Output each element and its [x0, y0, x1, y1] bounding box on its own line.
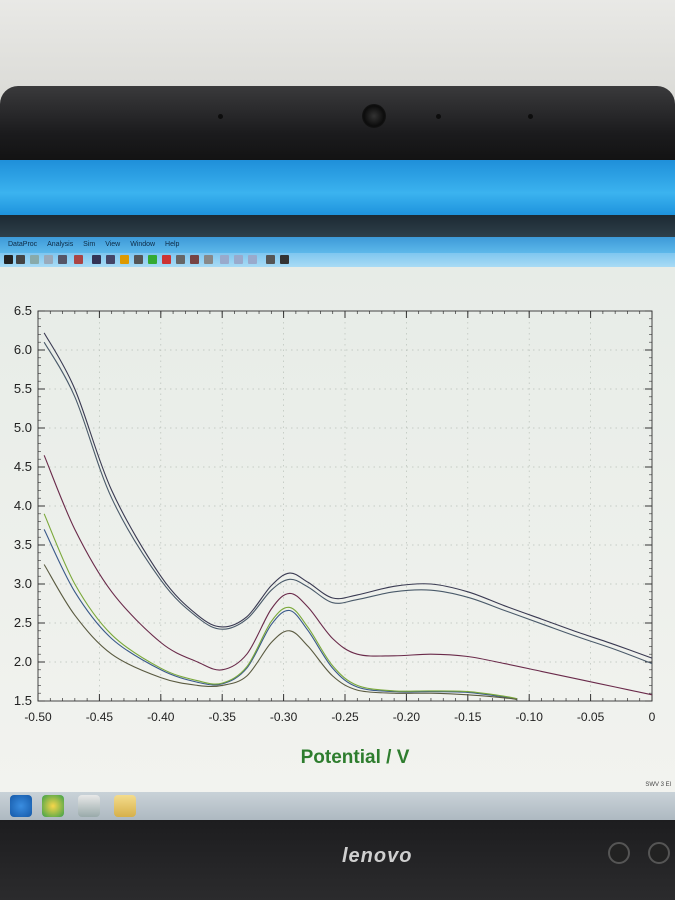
integrate-icon[interactable]	[234, 255, 243, 264]
menu-item-analysis[interactable]: Analysis	[47, 241, 74, 248]
series-line-1	[43, 332, 653, 659]
media-icon[interactable]	[42, 795, 64, 817]
taskbar	[0, 792, 675, 820]
menubar: DataProc Analysis Sim View Window Help	[0, 237, 675, 253]
y-tick-label: 1.5	[14, 693, 32, 708]
peak-icon[interactable]	[120, 255, 129, 264]
window-caption-strip	[0, 215, 675, 237]
run-icon[interactable]	[16, 255, 25, 264]
menu-item-dataproc[interactable]: DataProc	[8, 241, 38, 248]
print-icon[interactable]	[58, 255, 67, 264]
x-tick-label: -0.25	[331, 710, 359, 724]
save-icon[interactable]	[44, 255, 53, 264]
y-tick-label: 5.5	[14, 381, 32, 396]
x-tick-label: -0.30	[270, 710, 298, 724]
x-tick-label: -0.05	[577, 710, 605, 724]
menu-item-window[interactable]: Window	[130, 241, 156, 248]
bezel-sensor	[218, 114, 223, 119]
y-tick-label: 3.0	[14, 576, 32, 591]
axis-icon[interactable]	[176, 255, 185, 264]
zoom-icon[interactable]	[106, 255, 115, 264]
derivative-icon[interactable]	[220, 255, 229, 264]
open-icon[interactable]	[30, 255, 39, 264]
monitor-top-bezel	[0, 86, 675, 166]
y-tick-label: 4.0	[14, 498, 32, 513]
folder-icon[interactable]	[114, 795, 136, 817]
x-tick-label: -0.15	[454, 710, 482, 724]
series-line-2	[43, 341, 653, 665]
stop-icon[interactable]	[4, 255, 13, 264]
monitor-brand-logo: lenovo	[342, 845, 413, 867]
monitor-bottom-bezel	[0, 820, 675, 900]
baseline-icon[interactable]	[204, 255, 213, 264]
grid	[37, 310, 653, 702]
window-icon[interactable]	[266, 255, 275, 264]
monitor-menu-button[interactable]	[608, 842, 630, 864]
overlay-icon[interactable]	[148, 255, 157, 264]
plot-area: -0.50 -0.45 -0.40 -0.35 -0.30 -0.25 -0.20 -0.15…	[0, 267, 675, 792]
x-tick-label: -0.10	[516, 710, 544, 724]
y-tick-label: 5.0	[14, 420, 32, 435]
monitor-power-button[interactable]	[648, 842, 670, 864]
series-line-4	[43, 529, 517, 700]
toolbar	[0, 253, 675, 267]
swv-chart: -0.50 -0.45 -0.40 -0.35 -0.30 -0.25 -0.20 -0.15…	[14, 303, 656, 768]
x-axis-label: Potential / V	[301, 747, 410, 768]
y-tick-label: 4.5	[14, 459, 32, 474]
tick-labels: -0.50 -0.45 -0.40 -0.35 -0.30 -0.25 -0.20 -0.15…	[14, 303, 656, 724]
bezel-sensor	[528, 114, 533, 119]
y-tick-label: 2.5	[14, 615, 32, 630]
menu-item-sim[interactable]: Sim	[83, 241, 96, 248]
x-tick-label: -0.50	[24, 710, 52, 724]
y-tick-label: 2.0	[14, 654, 32, 669]
ie-icon[interactable]	[10, 795, 32, 817]
window-titlebar[interactable]	[0, 160, 675, 215]
graph-icon[interactable]	[92, 255, 101, 264]
cursor-icon[interactable]	[134, 255, 143, 264]
menu-item-help[interactable]: Help	[165, 241, 180, 248]
status-text: SWV 3 El	[645, 782, 671, 788]
app-icon[interactable]	[78, 795, 100, 817]
color-icon[interactable]	[162, 255, 171, 264]
series-line-6	[43, 564, 517, 700]
x-tick-label: -0.35	[209, 710, 237, 724]
smooth-icon[interactable]	[190, 255, 199, 264]
y-tick-label: 6.5	[14, 303, 32, 318]
x-tick-label: -0.20	[393, 710, 421, 724]
menu-item-view[interactable]: View	[105, 241, 121, 248]
y-tick-label: 6.0	[14, 342, 32, 357]
webcam	[362, 104, 386, 128]
series-group	[43, 332, 653, 700]
series-line-3	[43, 455, 653, 696]
series-line-5	[43, 513, 518, 700]
clear-icon[interactable]	[74, 255, 83, 264]
axis-ticks	[37, 310, 653, 702]
x-tick-label: -0.45	[86, 710, 114, 724]
screen: DataProc Analysis Sim View Window Help	[0, 160, 675, 820]
x-tick-label: -0.40	[147, 710, 175, 724]
help-icon[interactable]	[280, 255, 289, 264]
fit-icon[interactable]	[248, 255, 257, 264]
y-tick-label: 3.5	[14, 537, 32, 552]
bezel-sensor	[436, 114, 441, 119]
x-tick-label: 0	[649, 710, 656, 724]
